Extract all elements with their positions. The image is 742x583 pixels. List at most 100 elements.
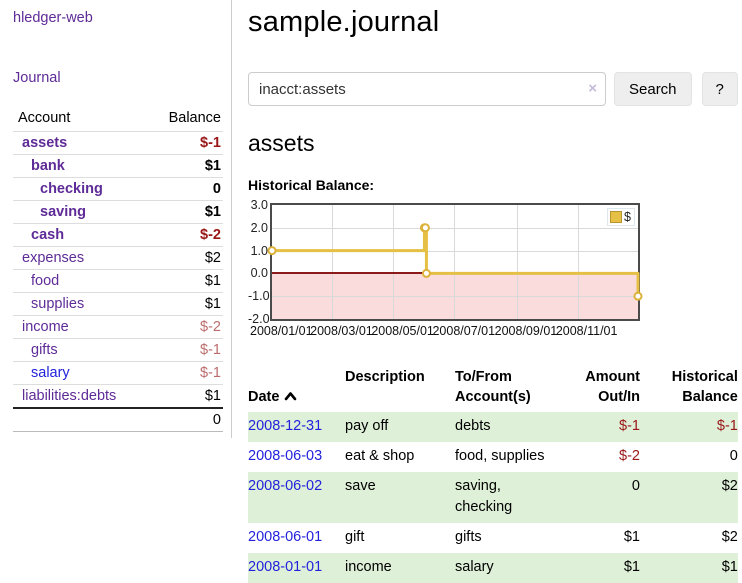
account-row: liabilities:debts $1 xyxy=(13,384,223,408)
account-link[interactable]: food xyxy=(31,273,60,289)
main-content: sample.journal × Search ? assets Histori… xyxy=(232,0,742,583)
date-link[interactable]: 2008-12-31 xyxy=(248,418,323,435)
chart-x-axis: 2008/01/01 2008/03/01 2008/05/01 2008/07/01… xyxy=(250,321,640,339)
x-tick-label: 2008/07/01 xyxy=(432,324,496,338)
account-balance: $-1 xyxy=(147,338,223,362)
account-row: income $-2 xyxy=(13,315,223,339)
table-row: 2008-12-31 pay off debts $-1 $-1 xyxy=(248,412,738,442)
table-row: 2008-06-01 gift gifts $1 $2 xyxy=(248,523,738,553)
description-cell: pay off xyxy=(345,418,389,435)
y-tick-label: -2.0 xyxy=(248,311,270,326)
data-point xyxy=(421,268,431,278)
chart-plot-inner xyxy=(267,205,643,319)
account-row: supplies $1 xyxy=(13,292,223,316)
gridline xyxy=(393,205,395,319)
account-link[interactable]: income xyxy=(22,319,69,335)
account-balance: $-2 xyxy=(147,315,223,339)
description-cell: income xyxy=(345,558,392,575)
balance-cell: 0 xyxy=(729,447,738,464)
y-tick-label: 0.0 xyxy=(250,266,268,281)
date-link[interactable]: 2008-06-01 xyxy=(248,529,323,546)
amount-cell: $-1 xyxy=(619,418,640,435)
date-link[interactable]: 2008-01-01 xyxy=(248,558,323,575)
column-header-accounts[interactable]: To/From Account(s) xyxy=(455,369,531,405)
description-cell: eat & shop xyxy=(345,447,415,464)
account-link[interactable]: cash xyxy=(31,227,65,243)
account-balance: $1 xyxy=(147,384,223,408)
data-point xyxy=(633,291,643,301)
accounts-total-row: 0 xyxy=(13,407,223,432)
accounts-cell: debts xyxy=(455,418,491,435)
account-link[interactable]: checking xyxy=(40,181,103,197)
account-balance: $-1 xyxy=(147,361,223,385)
accounts-cell: saving, checking xyxy=(455,477,513,516)
chart-legend: $ xyxy=(607,208,635,226)
search-input[interactable] xyxy=(248,72,606,106)
balance-cell: $1 xyxy=(721,558,738,575)
account-row: bank $1 xyxy=(13,154,223,178)
account-balance: $1 xyxy=(147,269,223,293)
account-heading: assets xyxy=(248,130,315,156)
account-link[interactable]: assets xyxy=(22,135,68,151)
balance-series xyxy=(267,223,643,301)
x-tick-label: 2008/03/01 xyxy=(310,324,373,338)
account-link[interactable]: saving xyxy=(40,204,86,220)
amount-cell: 0 xyxy=(631,477,640,494)
register-table: Date Description To/From Account(s) Amou… xyxy=(248,365,738,583)
legend-label: $ xyxy=(624,210,631,224)
account-row: expenses $2 xyxy=(13,246,223,270)
gridline xyxy=(272,296,638,298)
accounts-table: Account Balance assets $-1 bank $1 checking 0… xyxy=(13,106,223,432)
column-header-balance[interactable]: Historical Balance xyxy=(671,369,738,405)
y-tick-label: -1.0 xyxy=(248,288,270,303)
brand-link[interactable]: hledger-web xyxy=(13,10,93,26)
account-link[interactable]: liabilities:debts xyxy=(22,388,117,404)
description-cell: save xyxy=(345,477,376,494)
accounts-cell: salary xyxy=(455,558,494,575)
data-point xyxy=(267,246,277,256)
description-cell: gift xyxy=(345,529,365,546)
chart-title: Historical Balance: xyxy=(248,177,375,193)
data-point xyxy=(420,223,430,233)
balance-cell: $-1 xyxy=(716,418,738,435)
account-link[interactable]: salary xyxy=(31,365,70,381)
account-row: cash $-2 xyxy=(13,223,223,247)
help-button[interactable]: ? xyxy=(701,72,738,106)
search-box: × xyxy=(248,72,606,106)
accounts-total-value: 0 xyxy=(147,407,223,432)
register-header-row: Date Description To/From Account(s) Amou… xyxy=(248,365,738,412)
sidebar-item-journal[interactable]: Journal xyxy=(13,70,61,86)
amount-cell: $-2 xyxy=(619,447,640,464)
account-link[interactable]: supplies xyxy=(31,296,85,312)
account-balance: $1 xyxy=(147,292,223,316)
table-row: 2008-06-03 eat & shop food, supplies $-2 0 xyxy=(248,442,738,472)
column-header-date[interactable]: Date xyxy=(248,365,345,412)
account-link[interactable]: gifts xyxy=(31,342,58,358)
column-header-description[interactable]: Description xyxy=(345,369,425,385)
historical-balance-chart: 3.0 2.0 1.0 0.0 -1.0 -2.0 $ 2008/01/01 2008/03… xyxy=(248,199,643,339)
y-tick-label: 3.0 xyxy=(250,197,268,212)
account-balance: $1 xyxy=(147,200,223,224)
search-button[interactable]: Search xyxy=(614,72,692,106)
gridline xyxy=(272,250,638,252)
accounts-header-balance: Balance xyxy=(168,110,221,126)
account-row: salary $-1 xyxy=(13,361,223,385)
legend-swatch-icon xyxy=(610,211,623,223)
y-tick-label: 2.0 xyxy=(250,220,268,235)
date-link[interactable]: 2008-06-03 xyxy=(248,447,323,464)
amount-cell: $1 xyxy=(623,558,640,575)
account-row: checking 0 xyxy=(13,177,223,201)
account-row: gifts $-1 xyxy=(13,338,223,362)
date-link[interactable]: 2008-06-02 xyxy=(248,477,323,494)
clear-search-icon[interactable]: × xyxy=(588,80,597,97)
amount-cell: $1 xyxy=(623,529,640,546)
gridline xyxy=(332,205,334,319)
column-header-amount[interactable]: Amount Out/In xyxy=(585,369,640,405)
account-balance: 0 xyxy=(147,177,223,201)
account-link[interactable]: bank xyxy=(31,158,65,174)
gridline xyxy=(516,205,518,319)
chart-plot: $ xyxy=(267,203,643,321)
account-link[interactable]: expenses xyxy=(22,250,85,266)
accounts-header-account: Account xyxy=(18,110,71,126)
